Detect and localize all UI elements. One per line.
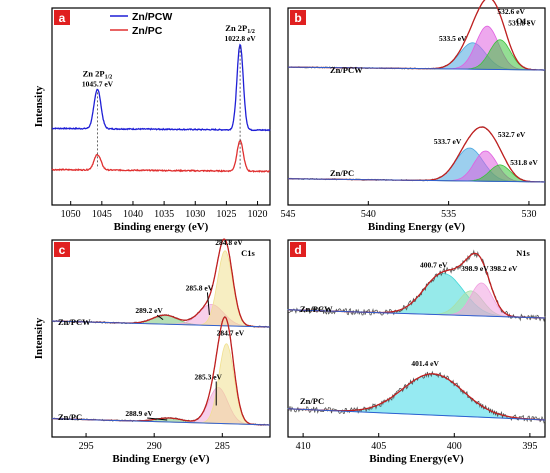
component-label: 533.7 eV — [434, 137, 462, 146]
x-tick-label: 290 — [147, 441, 162, 452]
series-line-zn-pcw — [51, 43, 271, 132]
component-label: 284.7 eV — [217, 329, 245, 338]
panel-label-box — [290, 10, 306, 25]
x-tick-label: 1020 — [248, 209, 268, 220]
component-label: 285.3 eV — [194, 372, 222, 381]
x-tick-label: 1025 — [216, 209, 236, 220]
plot-frame — [51, 7, 271, 206]
peak-label: Zn 2P1/2 — [225, 23, 255, 35]
plot-frame — [51, 239, 271, 438]
label-arrow — [156, 314, 164, 321]
baseline — [287, 66, 546, 71]
fit-component — [287, 39, 546, 71]
x-axis-title: Binding Energy (eV) — [368, 221, 466, 233]
sample-label: Zn/PCW — [330, 65, 363, 75]
x-axis-title: Binding Energy (eV) — [112, 453, 210, 465]
x-tick-label: 1045 — [92, 209, 112, 220]
sample-label: Zn/PCW — [300, 304, 333, 314]
component-label: 288.9 eV — [125, 409, 153, 418]
component-label: 400.7 eV — [420, 260, 448, 269]
panel-label: d — [294, 243, 301, 257]
x-tick-label: 295 — [79, 441, 94, 452]
x-axis-title: Binding energy (eV) — [114, 221, 209, 233]
label-arrow — [206, 292, 210, 315]
component-label: 532.7 eV — [498, 130, 526, 139]
x-tick-label: 405 — [371, 441, 386, 452]
y-axis-title: Intensity — [33, 317, 45, 359]
x-tick-label: 1040 — [123, 209, 143, 220]
y-axis-title: Intensity — [33, 85, 45, 127]
sample-label: Zn/PC — [330, 168, 354, 178]
x-tick-label: 545 — [281, 209, 296, 220]
panel-label: a — [59, 11, 66, 25]
component-label: 289.2 eV — [135, 306, 163, 315]
x-tick-label: 535 — [441, 209, 456, 220]
label-arrow — [147, 417, 168, 421]
core-level-label: O1s — [516, 16, 531, 26]
component-label: 532.6 eV — [497, 7, 525, 16]
raw-spectrum — [287, 249, 546, 323]
panel-c: 295 290 285 Binding Energy (eV) Intensity c C1… — [33, 238, 271, 465]
x-tick-label: 1050 — [61, 209, 81, 220]
component-label: 531.8 eV — [510, 158, 538, 167]
legend-label: Zn/PCW — [132, 11, 172, 23]
x-axis-title: Binding Energy(eV) — [369, 453, 464, 465]
panel-d: 410 405 400 395 Binding Energy(eV) d N1s Zn/PCW… — [287, 239, 546, 465]
core-level-label: N1s — [516, 248, 530, 258]
x-tick-label: 395 — [522, 441, 537, 452]
x-tick-label: 530 — [521, 209, 536, 220]
panel-label-box — [54, 242, 70, 257]
baseline — [287, 408, 546, 421]
x-tick-label: 1035 — [154, 209, 174, 220]
component-label: 398.2 eV — [490, 264, 518, 273]
x-tick-label: 410 — [296, 441, 311, 452]
series-line-zn-pc — [51, 139, 271, 173]
panel-label: b — [294, 11, 301, 25]
plot-frame — [287, 239, 546, 438]
legend-label: Zn/PC — [132, 25, 163, 37]
panel-a: 1050 1045 1040 1035 1030 1025 1020 Binding ener… — [33, 7, 271, 233]
component-label: 284.8 eV — [215, 238, 243, 247]
baseline — [287, 309, 546, 319]
baseline — [287, 178, 546, 183]
baseline — [51, 320, 271, 328]
x-tick-label: 540 — [361, 209, 376, 220]
panel-label-box — [54, 10, 70, 25]
component-label: 285.8 eV — [186, 283, 214, 292]
component-label: 398.9 eV — [461, 264, 489, 273]
panel-label-box — [290, 242, 306, 257]
sample-label: Zn/PC — [300, 396, 324, 406]
panel-b: 545 540 535 530 Binding Energy (eV) b O1s Zn/PC… — [281, 0, 546, 233]
component-label: 531.8 eV — [508, 19, 536, 28]
sample-label: Zn/PC — [58, 412, 82, 422]
fit-component — [287, 373, 546, 421]
plot-frame — [287, 7, 546, 206]
peak-energy-label: 1045.7 eV — [82, 79, 114, 88]
fit-component — [51, 343, 271, 426]
peak-label: Zn 2P1/2 — [83, 68, 113, 80]
component-label: 533.5 eV — [439, 34, 467, 43]
x-tick-label: 285 — [215, 441, 230, 452]
component-label: 401.4 eV — [411, 359, 439, 368]
core-level-label: C1s — [241, 248, 255, 258]
peak-energy-label: 1022.8 eV — [224, 34, 256, 43]
x-tick-label: 1030 — [185, 209, 205, 220]
baseline — [51, 418, 271, 426]
x-tick-label: 400 — [447, 441, 462, 452]
sample-label: Zn/PCW — [58, 317, 91, 327]
panel-label: c — [59, 243, 66, 257]
